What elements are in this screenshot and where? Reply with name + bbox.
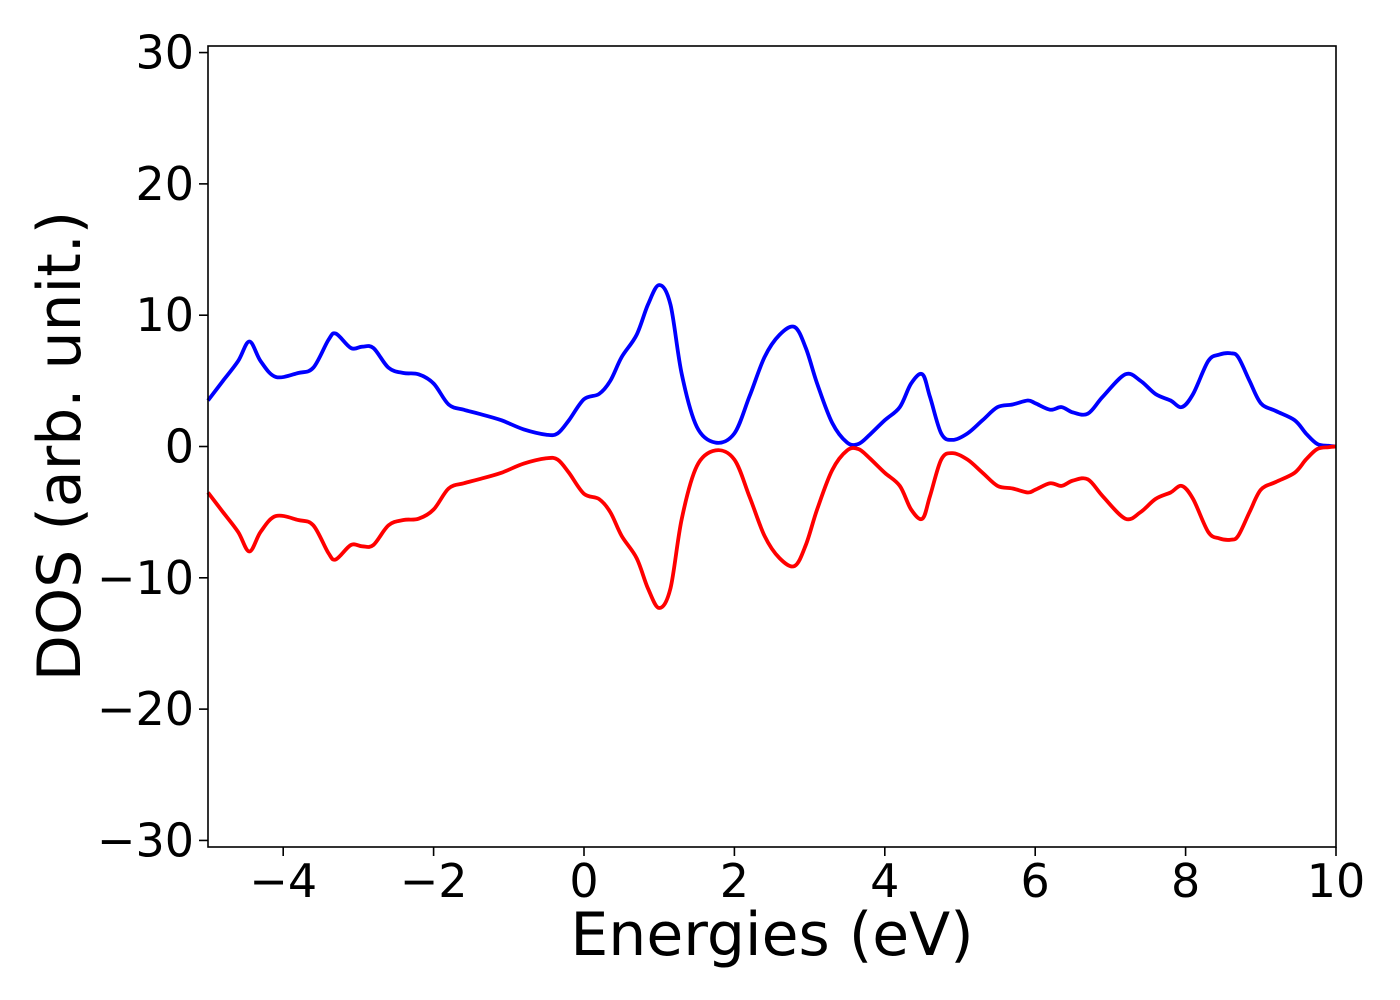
series-line-spin-up — [206, 283, 1337, 449]
x-tick-label: −2 — [400, 854, 468, 908]
y-tick-label: 0 — [165, 420, 194, 474]
x-axis: −4 −2 0 2 4 6 8 10 — [249, 847, 1365, 908]
y-axis: 30 20 10 0 −10 −20 −30 — [97, 26, 208, 867]
y-tick-label: 30 — [135, 26, 194, 80]
x-tick-label: 2 — [720, 854, 749, 908]
plot-area — [206, 283, 1337, 610]
y-axis-title: DOS (arb. unit.) — [25, 211, 95, 681]
x-tick-label: 0 — [569, 854, 598, 908]
y-tick-label: 20 — [135, 157, 194, 211]
y-tick-label: −30 — [97, 813, 194, 867]
y-tick-label: 10 — [135, 288, 194, 342]
x-axis-title: Energies (eV) — [570, 900, 973, 970]
x-tick-label: 6 — [1021, 854, 1050, 908]
y-tick-label: −10 — [97, 551, 194, 605]
y-tick-label: −20 — [97, 682, 194, 736]
series-line-spin-down — [206, 444, 1337, 610]
x-tick-label: 4 — [870, 854, 899, 908]
x-tick-label: 10 — [1307, 854, 1366, 908]
x-tick-label: 8 — [1171, 854, 1200, 908]
axes-frame — [207, 45, 1337, 848]
x-tick-label: −4 — [249, 854, 317, 908]
